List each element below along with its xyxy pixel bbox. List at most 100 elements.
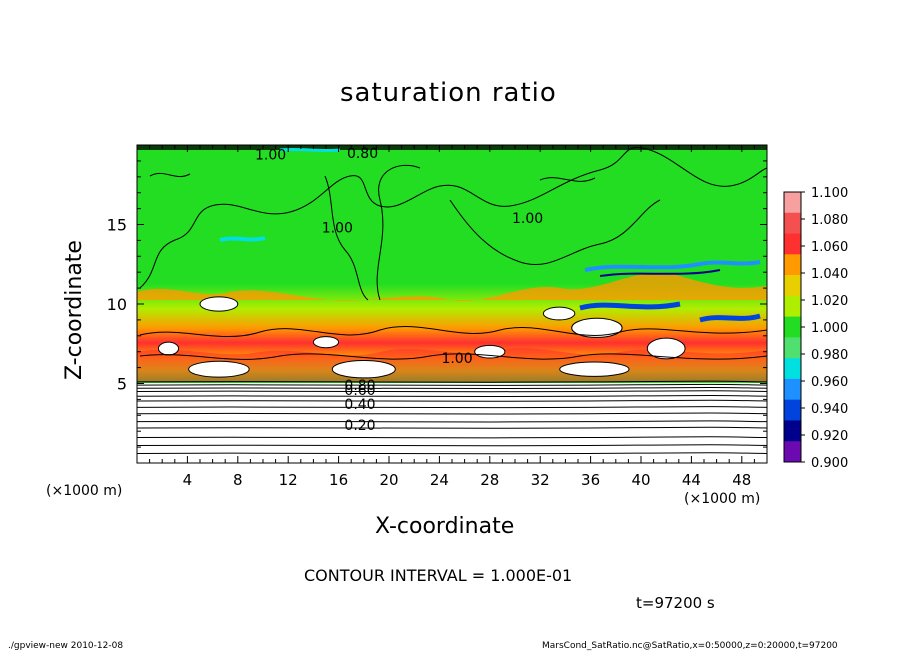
contour-lines bbox=[139, 146, 767, 360]
colorbar-segment bbox=[784, 316, 801, 338]
isolines bbox=[137, 380, 767, 455]
y-axis-label: Z-coordinate bbox=[62, 240, 87, 380]
dry-pocket bbox=[571, 317, 623, 338]
colorbar: 0.900 0.920 0.940 0.960 0.980 1.000 1.020 1.040… bbox=[783, 186, 848, 471]
colorbar-segment bbox=[784, 420, 801, 442]
contour-line bbox=[139, 146, 767, 289]
x-tick-label: 20 bbox=[379, 471, 398, 489]
isoline bbox=[137, 387, 767, 390]
colorbar-segment bbox=[784, 275, 801, 297]
colorbar-segment bbox=[784, 358, 801, 380]
x-tick-label: 28 bbox=[480, 471, 499, 489]
colorbar-segment bbox=[784, 295, 801, 318]
colorbar-label: 0.960 bbox=[811, 375, 848, 390]
x-tick-label: 36 bbox=[581, 471, 600, 489]
colorbar-label: 1.000 bbox=[811, 321, 848, 336]
subsaturated-streak bbox=[279, 147, 341, 153]
x-axis-label: X-coordinate bbox=[375, 514, 515, 539]
colorbar-label: 1.080 bbox=[811, 213, 848, 228]
dry-pocket bbox=[542, 306, 576, 321]
x-tick-label: 16 bbox=[329, 471, 348, 489]
contour-labels: 0.200.400.600.801.00 0.801.001.001.00 bbox=[255, 146, 543, 434]
colorbar-label: 0.920 bbox=[811, 429, 848, 444]
contour-line bbox=[149, 172, 191, 178]
contour-label: 1.00 bbox=[512, 211, 543, 227]
x-tick-label: 48 bbox=[732, 471, 751, 489]
time-label: t=97200 s bbox=[636, 594, 715, 612]
y-tick-label: 5 bbox=[117, 375, 127, 394]
colorbar-label: 1.060 bbox=[811, 240, 848, 255]
contour-line bbox=[139, 353, 767, 360]
dry-pocket bbox=[646, 337, 686, 360]
dry-pockets bbox=[157, 296, 686, 379]
x-tick-label: 8 bbox=[233, 471, 243, 489]
colorbar-label: 1.040 bbox=[811, 267, 848, 282]
dry-pocket bbox=[559, 361, 630, 377]
dry-pocket bbox=[188, 360, 250, 378]
x-tick-label: 24 bbox=[430, 471, 449, 489]
colorbar-label: 0.940 bbox=[811, 402, 848, 417]
x-axis: 4 8 12 16 20 24 28 32 36 40 44 48 bbox=[149, 145, 755, 489]
isoline bbox=[137, 436, 767, 439]
isoline bbox=[137, 399, 767, 402]
isoline bbox=[137, 380, 767, 383]
isoline bbox=[137, 420, 767, 423]
contour-line bbox=[139, 326, 767, 338]
contour-line bbox=[539, 177, 596, 182]
y-tick-label: 15 bbox=[107, 216, 127, 235]
colorbar-label: 0.980 bbox=[811, 348, 848, 363]
x-tick-label: 12 bbox=[279, 471, 298, 489]
contour-line bbox=[324, 175, 369, 301]
dry-pocket bbox=[199, 296, 239, 312]
contour-label: 1.00 bbox=[255, 148, 286, 164]
subsaturated-streak bbox=[699, 313, 761, 323]
contour-label: 0.40 bbox=[344, 397, 375, 413]
contour-line bbox=[449, 199, 661, 266]
colorbar-label: 0.900 bbox=[811, 456, 848, 471]
colorbar-label: 1.020 bbox=[811, 294, 848, 309]
x-axis-unit-right: (×1000 m) bbox=[684, 491, 761, 507]
contour-label: 0.20 bbox=[344, 418, 375, 434]
isoline bbox=[137, 383, 767, 386]
x-tick-label: 32 bbox=[531, 471, 550, 489]
subsaturated-streak bbox=[599, 269, 721, 277]
subsaturated-streak bbox=[579, 301, 681, 311]
contour-label: 1.00 bbox=[441, 351, 472, 367]
colorbar-segment bbox=[784, 233, 801, 255]
dry-pocket bbox=[157, 341, 180, 356]
plot-area bbox=[137, 145, 767, 463]
y-axis: 5 10 15 bbox=[107, 160, 767, 448]
isoline bbox=[137, 452, 767, 455]
isoline bbox=[137, 394, 767, 398]
source-footer: MarsCond_SatRatio.nc@SatRatio,x=0:50000,… bbox=[542, 641, 838, 651]
isoline bbox=[137, 444, 767, 447]
colorbar-segment bbox=[784, 192, 801, 214]
subsaturated-streak bbox=[219, 236, 266, 242]
dry-pocket bbox=[312, 336, 340, 349]
contour-interval-note: CONTOUR INTERVAL = 1.000E-01 bbox=[304, 566, 573, 585]
contour-line bbox=[376, 164, 421, 301]
x-axis-unit-left: (×1000 m) bbox=[46, 483, 123, 499]
colorbar-segment bbox=[784, 212, 801, 235]
colorbar-label: 1.100 bbox=[811, 186, 848, 201]
x-tick-label: 4 bbox=[183, 471, 193, 489]
x-tick-label: 40 bbox=[631, 471, 650, 489]
isoline bbox=[137, 412, 767, 415]
colorbar-segment bbox=[784, 399, 801, 421]
colorbar-segment bbox=[784, 254, 801, 276]
isoline bbox=[137, 390, 767, 393]
colorbar-segment bbox=[784, 441, 801, 463]
isoline bbox=[137, 426, 767, 429]
x-tick-label: 44 bbox=[682, 471, 701, 489]
subsaturated-streak bbox=[584, 260, 761, 272]
contour-label: 0.80 bbox=[344, 378, 375, 394]
contour-label: 0.80 bbox=[347, 146, 378, 162]
colorbar-segment bbox=[784, 337, 801, 359]
cloud-band-upper-edge bbox=[137, 272, 767, 301]
program-footer: ./gpview-new 2010-12-08 bbox=[8, 641, 124, 651]
colorbar-segment bbox=[784, 378, 801, 401]
dry-pocket bbox=[331, 359, 396, 379]
chart-title: saturation ratio bbox=[340, 78, 557, 108]
